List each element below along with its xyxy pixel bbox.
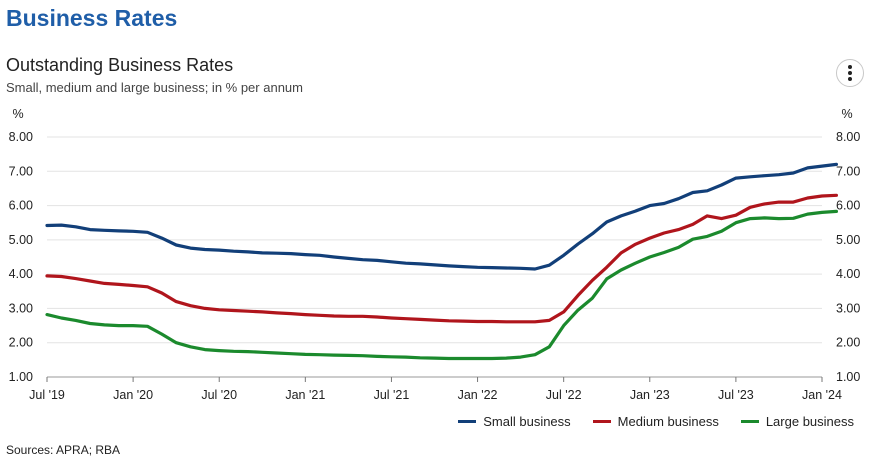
- series-line-large-business: [45, 209, 839, 361]
- y-tick-label-left: 5.00: [9, 233, 33, 247]
- legend-label-small-business: Small business: [483, 414, 571, 429]
- series-line-small-business: [45, 162, 839, 271]
- x-tick-label: Jan '21: [285, 388, 325, 402]
- line-chart: % % 1.00 1.00 2.00 2.00 3.00 3.00 4.00 4.00 5.00…: [9, 107, 861, 402]
- y-tick-label-left: 7.00: [9, 164, 33, 178]
- series-line-medium-business: [45, 193, 839, 324]
- y-axis-unit-left: %: [12, 107, 23, 121]
- legend-item-large-business: Large business: [740, 414, 854, 429]
- chart-subtitle: Small, medium and large business; in % p…: [6, 80, 303, 95]
- vertical-dots-icon: [848, 65, 852, 81]
- y-tick-label-right: 4.00: [836, 267, 860, 281]
- legend-item-medium-business: Medium business: [592, 414, 719, 429]
- x-tick-label: Jul '22: [546, 388, 582, 402]
- y-tick-label-right: 6.00: [836, 199, 860, 213]
- y-tick-label-left: 1.00: [9, 370, 33, 384]
- legend-label-medium-business: Medium business: [617, 414, 719, 429]
- page-title: Business Rates: [6, 5, 178, 31]
- chart-menu-button[interactable]: [836, 59, 864, 87]
- y-tick-label-right: 8.00: [836, 130, 860, 144]
- x-tick-label: Jan '22: [458, 388, 498, 402]
- sources-note: Sources: APRA; RBA: [6, 443, 121, 457]
- legend-item-small-business: Small business: [458, 414, 571, 429]
- legend-swatch-large-business: [740, 420, 759, 423]
- legend-swatch-medium-business: [592, 420, 611, 423]
- y-tick-label-left: 3.00: [9, 301, 33, 315]
- y-tick-label-right: 1.00: [836, 370, 860, 384]
- y-tick-label-left: 8.00: [9, 130, 33, 144]
- y-tick-label-left: 6.00: [9, 199, 33, 213]
- x-tick-label: Jan '24: [802, 388, 842, 402]
- y-tick-label-left: 4.00: [9, 267, 33, 281]
- y-tick-label-right: 2.00: [836, 336, 860, 350]
- x-tick-label: Jul '20: [201, 388, 237, 402]
- y-tick-label-left: 2.00: [9, 336, 33, 350]
- x-tick-label: Jul '19: [29, 388, 65, 402]
- y-tick-label-right: 7.00: [836, 164, 860, 178]
- y-tick-label-right: 3.00: [836, 301, 860, 315]
- x-tick-label: Jan '20: [113, 388, 153, 402]
- x-tick-label: Jan '23: [630, 388, 670, 402]
- chart-legend: Small business Medium business Large bus…: [458, 414, 854, 429]
- legend-swatch-small-business: [458, 420, 477, 423]
- legend-label-large-business: Large business: [765, 414, 854, 429]
- x-tick-label: Jul '23: [718, 388, 754, 402]
- y-axis-unit-right: %: [841, 107, 852, 121]
- y-tick-label-right: 5.00: [836, 233, 860, 247]
- x-tick-label: Jul '21: [374, 388, 410, 402]
- chart-title: Outstanding Business Rates: [6, 55, 234, 75]
